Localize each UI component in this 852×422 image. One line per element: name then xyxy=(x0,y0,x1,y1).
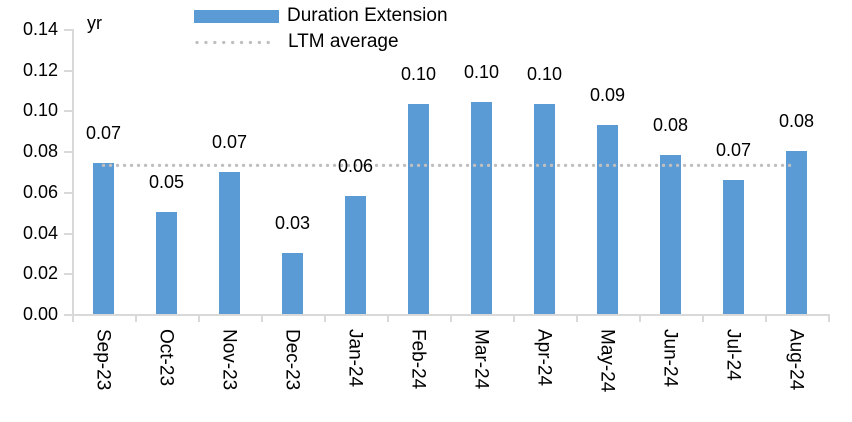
y-axis-tick-label: 0.14 xyxy=(22,19,58,39)
y-axis-tick-label: 0.06 xyxy=(22,181,58,202)
y-axis-tick xyxy=(64,314,72,316)
data-label-jun-24: 0.08 xyxy=(652,115,689,136)
data-label-may-24: 0.09 xyxy=(589,84,626,105)
x-axis-label-feb-24: Feb-24 xyxy=(407,329,429,390)
x-axis-tick xyxy=(828,314,830,322)
data-label-jan-24: 0.06 xyxy=(337,155,374,176)
y-axis-tick xyxy=(64,191,72,194)
bar-oct-23 xyxy=(156,212,177,314)
x-axis-label-sep-23: Sep-23 xyxy=(92,329,114,391)
legend: Duration Extension LTM average xyxy=(194,3,448,55)
bar-jul-24 xyxy=(723,179,744,314)
bar-nov-23 xyxy=(219,171,240,314)
data-label-oct-23: 0.05 xyxy=(148,172,185,193)
data-label-aug-24: 0.08 xyxy=(778,111,815,132)
bar-mar-24 xyxy=(471,102,492,314)
x-axis-label-nov-23: Nov-23 xyxy=(218,329,240,391)
x-axis-label-may-24: May-24 xyxy=(596,329,618,393)
legend-label-ltm-average: LTM average xyxy=(288,31,399,52)
y-axis-tick-label: 0.04 xyxy=(22,222,58,243)
data-label-dec-23: 0.03 xyxy=(274,212,311,233)
x-axis-tick xyxy=(324,314,326,322)
bar-jan-24 xyxy=(345,195,366,314)
y-axis-unit-label: yr xyxy=(87,13,102,33)
bar-dec-23 xyxy=(282,252,303,314)
x-axis-tick xyxy=(639,314,641,322)
data-label-jul-24: 0.07 xyxy=(715,139,752,160)
bar-feb-24 xyxy=(408,104,429,314)
x-axis-label-oct-23: Oct-23 xyxy=(155,329,177,387)
legend-item-duration-extension: Duration Extension xyxy=(194,3,448,29)
data-label-sep-23: 0.07 xyxy=(85,123,122,144)
x-axis-tick xyxy=(387,314,389,322)
x-axis-tick xyxy=(702,314,704,322)
x-axis-tick xyxy=(765,314,767,322)
y-axis-tick-label: 0.02 xyxy=(22,263,58,284)
x-axis-label-dec-23: Dec-23 xyxy=(281,329,303,391)
data-label-nov-23: 0.07 xyxy=(211,131,248,152)
y-axis-tick xyxy=(64,273,72,276)
y-axis-tick xyxy=(64,29,72,31)
x-axis-tick xyxy=(450,314,452,322)
x-axis-tick xyxy=(72,314,74,322)
data-label-mar-24: 0.10 xyxy=(463,62,500,83)
y-axis-tick-label: 0.08 xyxy=(22,141,58,162)
legend-bar-swatch-icon xyxy=(194,9,279,23)
y-axis-tick-label: 0.12 xyxy=(22,59,58,80)
x-axis-line xyxy=(64,314,830,316)
legend-item-ltm-average: LTM average xyxy=(194,29,448,55)
bar-may-24 xyxy=(597,124,618,314)
y-axis-line xyxy=(72,29,74,316)
legend-dotted-line-icon xyxy=(195,40,279,44)
y-axis-tick-label: 0.10 xyxy=(22,100,58,121)
y-axis-tick xyxy=(64,151,72,154)
x-axis-tick xyxy=(261,314,263,322)
bar-jun-24 xyxy=(660,155,681,314)
data-label-feb-24: 0.10 xyxy=(400,64,437,85)
legend-label-duration-extension: Duration Extension xyxy=(287,5,448,26)
y-axis-tick-label: 0.00 xyxy=(22,304,58,324)
y-axis-tick xyxy=(64,69,72,72)
bar-aug-24 xyxy=(786,151,807,314)
x-axis-label-jun-24: Jun-24 xyxy=(659,329,681,388)
bar-sep-23 xyxy=(93,163,114,314)
x-axis-label-jul-24: Jul-24 xyxy=(722,329,744,381)
x-axis-label-mar-24: Mar-24 xyxy=(470,329,492,390)
x-axis-label-aug-24: Aug-24 xyxy=(785,329,807,391)
y-axis-tick xyxy=(64,110,72,113)
bar-apr-24 xyxy=(534,104,555,314)
x-axis-tick xyxy=(198,314,200,322)
x-axis-tick xyxy=(576,314,578,322)
data-label-apr-24: 0.10 xyxy=(526,64,563,85)
x-axis-label-jan-24: Jan-24 xyxy=(344,329,366,388)
x-axis-tick xyxy=(135,314,137,322)
x-axis-label-apr-24: Apr-24 xyxy=(533,329,555,387)
y-axis-tick xyxy=(64,232,72,235)
x-axis-tick xyxy=(513,314,515,322)
